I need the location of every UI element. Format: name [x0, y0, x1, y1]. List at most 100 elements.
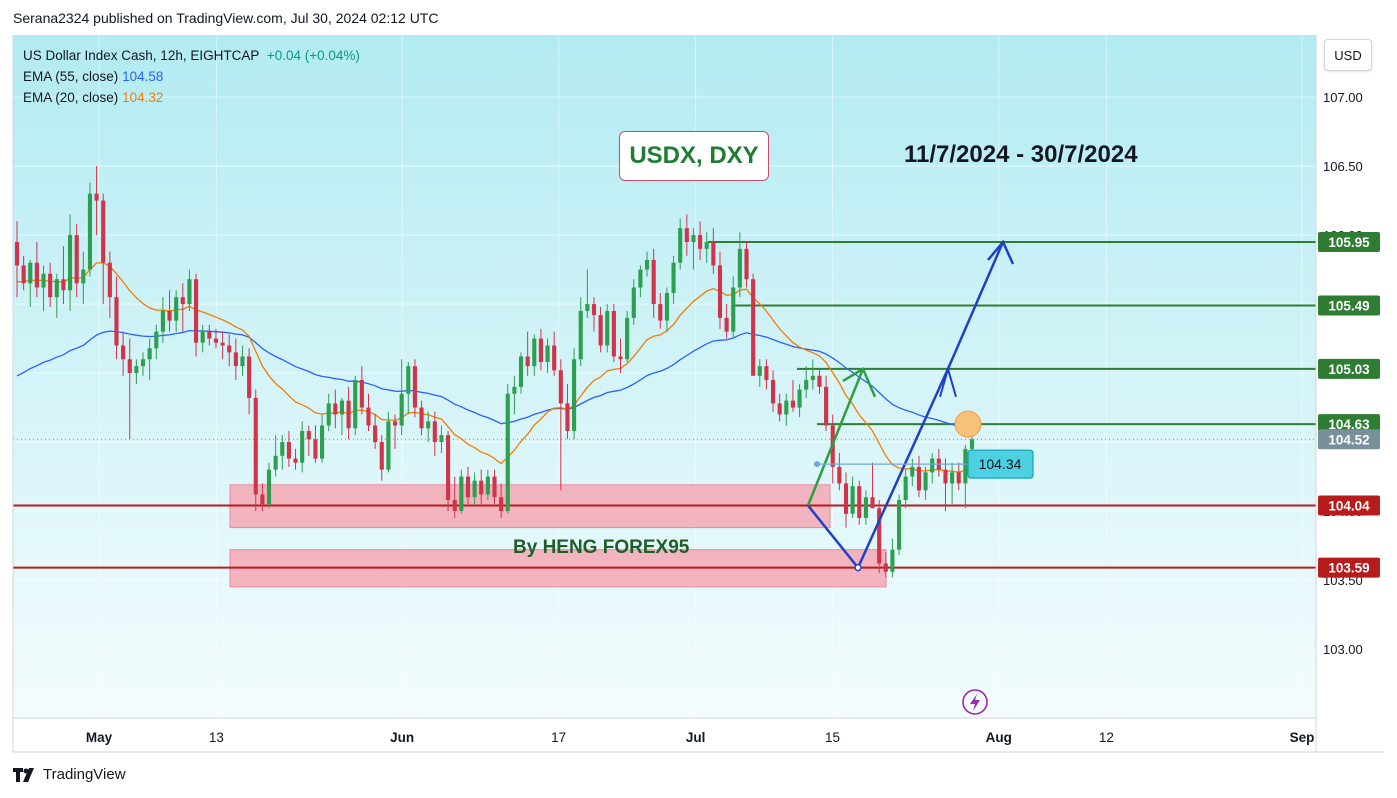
candle-body	[552, 345, 557, 371]
candle-body	[87, 193, 93, 270]
candle-body	[591, 304, 597, 316]
candle-body	[731, 287, 736, 332]
candle-body	[625, 317, 630, 360]
candle-body	[916, 466, 922, 491]
candle-body	[930, 458, 935, 473]
candle-body	[585, 304, 590, 311]
projection-arrow-blue	[807, 241, 1005, 570]
candle-body	[684, 228, 689, 242]
candle-body	[114, 297, 119, 346]
price-axis-tick: 103.00	[1323, 642, 1363, 657]
candle-body	[790, 400, 795, 408]
candle-body	[286, 442, 291, 459]
candle-body	[618, 356, 623, 360]
candle-body	[724, 317, 729, 332]
lightning-bolt-glyph	[970, 694, 980, 711]
candle-body	[857, 486, 862, 518]
price-axis-tick: 107.00	[1323, 90, 1363, 105]
candle-body	[737, 248, 742, 288]
candle-body	[392, 421, 398, 426]
highlight-circle	[954, 410, 982, 438]
level-label-105.03: 105.03	[1328, 362, 1370, 377]
time-axis-tick: Aug	[986, 730, 1012, 745]
last-price-label-bg	[1318, 429, 1380, 450]
candle-body	[956, 472, 961, 484]
candle-body	[611, 310, 616, 357]
candle-body	[565, 403, 570, 432]
level-label-bg	[1318, 295, 1380, 316]
candle-body	[419, 407, 424, 429]
candle-body	[320, 425, 325, 459]
candle-body	[671, 262, 676, 294]
lightning-icon[interactable]	[962, 689, 988, 715]
candle-body	[167, 310, 172, 321]
candle-body	[505, 393, 510, 512]
candle-body	[61, 279, 66, 291]
candle-body	[605, 310, 610, 346]
legend-ema55-value: 104.58	[122, 69, 164, 84]
candle-body	[797, 389, 802, 408]
candle-body	[465, 476, 471, 498]
candle-body	[74, 235, 79, 284]
candle-body	[233, 352, 238, 367]
candle-body	[572, 359, 577, 432]
candle-body	[479, 480, 484, 495]
candle-body	[459, 476, 464, 512]
legend-symbol-row: US Dollar Index Cash, 12h, EIGHTCAP +0.0…	[23, 45, 360, 66]
arrowhead-blue	[987, 239, 1015, 265]
candle-body	[638, 269, 643, 288]
candle-body	[280, 442, 285, 456]
candle-body	[426, 421, 431, 429]
candle-body	[651, 259, 656, 305]
candle-body	[293, 458, 298, 463]
candle-body	[969, 439, 975, 449]
candle-body	[121, 345, 126, 360]
candle-body	[266, 469, 272, 505]
candle-body	[446, 435, 451, 500]
candle-body	[923, 472, 928, 491]
candle-body	[518, 356, 524, 387]
candle-body	[691, 235, 696, 242]
candle-body	[213, 338, 219, 343]
candle-body	[678, 228, 683, 263]
candle-body	[770, 379, 776, 404]
candle-body	[784, 400, 789, 415]
candle-body	[306, 431, 311, 440]
candle-body	[353, 379, 358, 429]
candle-body	[485, 476, 490, 495]
tradingview-logo[interactable]: TradingView	[13, 766, 126, 783]
candle-body	[644, 259, 650, 270]
level-label-bg	[1318, 557, 1380, 578]
level-label-103.59: 103.59	[1328, 561, 1369, 576]
currency-button[interactable]: USD	[1324, 39, 1372, 71]
candle-body	[333, 403, 338, 415]
arrowhead-green	[842, 367, 877, 398]
candle-body	[631, 287, 636, 318]
candle-body	[658, 304, 663, 321]
candle-body	[810, 375, 815, 380]
candle-body	[48, 273, 53, 298]
candle-body	[664, 293, 669, 321]
candle-body	[28, 262, 33, 284]
candle-body	[194, 279, 199, 343]
candle-body	[950, 472, 955, 484]
level-label-104.04: 104.04	[1328, 499, 1370, 514]
candle-body	[843, 483, 849, 514]
chart-title-box: USDX, DXY	[619, 131, 769, 181]
candle-body	[890, 549, 895, 572]
candle-body	[704, 241, 709, 249]
callout-anchor	[814, 461, 820, 468]
candle-body	[452, 499, 457, 512]
price-axis-tick: 106.50	[1323, 159, 1363, 174]
level-label-bg	[1318, 358, 1380, 379]
candle-body	[94, 193, 99, 201]
candle-body	[399, 393, 404, 426]
candle-body	[273, 455, 278, 470]
candle-body	[863, 497, 868, 518]
candle-body	[963, 448, 968, 484]
candle-body	[127, 359, 132, 374]
candle-body	[910, 466, 915, 477]
level-label-bg	[1318, 495, 1380, 516]
candle-body	[943, 469, 948, 484]
